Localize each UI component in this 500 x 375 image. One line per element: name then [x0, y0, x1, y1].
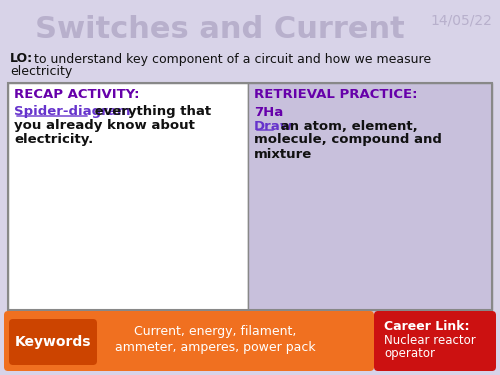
Text: LO:: LO:: [10, 53, 33, 66]
Text: RECAP ACTIVITY:: RECAP ACTIVITY:: [14, 88, 140, 102]
Text: electricity.: electricity.: [14, 134, 93, 147]
Text: Draw: Draw: [254, 120, 293, 132]
Bar: [248, 83, 492, 310]
Text: Current, energy, filament,: Current, energy, filament,: [134, 324, 296, 338]
Text: to understand key component of a circuit and how we measure: to understand key component of a circuit…: [30, 53, 431, 66]
Text: Spider-diagram: Spider-diagram: [14, 105, 130, 118]
Text: Keywords: Keywords: [15, 335, 91, 349]
Text: 14/05/22: 14/05/22: [430, 13, 492, 27]
Bar: [8, 83, 492, 310]
Text: mixture: mixture: [254, 147, 312, 160]
Text: Nuclear reactor: Nuclear reactor: [384, 333, 476, 346]
Text: 7Ha: 7Ha: [254, 105, 283, 118]
Text: Switches and Current: Switches and Current: [35, 15, 405, 45]
Bar: [8, 83, 248, 310]
Text: everything that: everything that: [90, 105, 211, 118]
Text: operator: operator: [384, 346, 435, 360]
FancyBboxPatch shape: [9, 319, 97, 365]
Text: molecule, compound and: molecule, compound and: [254, 134, 442, 147]
Text: electricity: electricity: [10, 66, 72, 78]
Text: Career Link:: Career Link:: [384, 321, 470, 333]
Text: an atom, element,: an atom, element,: [276, 120, 418, 132]
FancyBboxPatch shape: [374, 311, 496, 371]
Text: ammeter, amperes, power pack: ammeter, amperes, power pack: [114, 340, 316, 354]
Text: RETRIEVAL PRACTICE:: RETRIEVAL PRACTICE:: [254, 88, 418, 102]
Text: you already know about: you already know about: [14, 120, 195, 132]
FancyBboxPatch shape: [4, 311, 374, 371]
